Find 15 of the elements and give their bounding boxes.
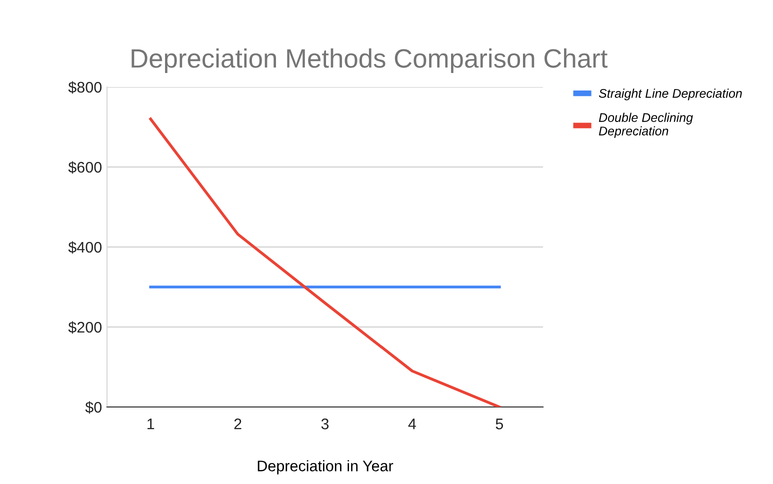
legend-label: Straight Line Depreciation [598, 88, 742, 100]
line-series [149, 118, 501, 407]
x-tick-label: 3 [321, 418, 329, 430]
chart-title: Depreciation Methods Comparison Chart [132, 48, 608, 74]
y-tick-label: $800 [68, 81, 102, 94]
y-tick-label: $0 [85, 401, 102, 414]
legend-label: Double Declining Depreciation [598, 112, 693, 138]
y-tick-label: $200 [68, 321, 102, 334]
y-tick-label: $600 [68, 161, 102, 174]
x-tick-label: 4 [408, 418, 416, 430]
x-tick-label: 2 [234, 418, 242, 430]
y-tick-label: $400 [68, 241, 102, 254]
x-tick-label: 1 [148, 418, 154, 430]
x-axis-title: Depreciation in Year [258, 460, 394, 474]
x-tick-label: 5 [496, 418, 504, 430]
